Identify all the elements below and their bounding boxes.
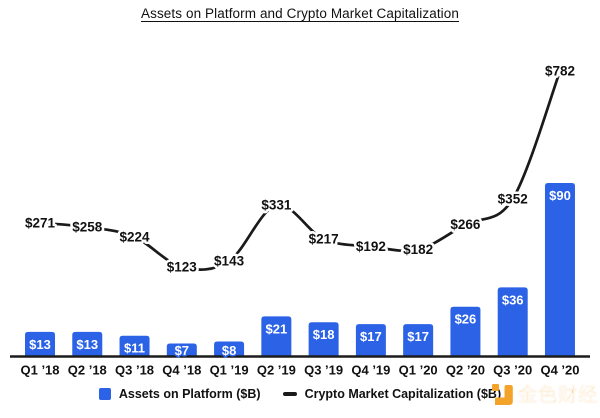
chart-title: Assets on Platform and Crypto Market Cap… bbox=[141, 6, 459, 21]
bar bbox=[25, 331, 55, 357]
x-axis-label: Q1 ’20 bbox=[399, 363, 438, 378]
x-axis-label: Q3 ’18 bbox=[115, 363, 154, 378]
bar bbox=[261, 316, 292, 357]
bar-value-label: $13 bbox=[76, 337, 98, 352]
x-axis-label: Q3 ’19 bbox=[304, 363, 343, 378]
line-value-label: $182 bbox=[403, 242, 433, 257]
bar-value-label: $17 bbox=[360, 329, 382, 344]
x-axis-label: Q2 ’20 bbox=[446, 363, 485, 378]
line-value-label: $782 bbox=[545, 64, 575, 79]
legend-bar-swatch bbox=[98, 388, 111, 400]
x-axis-label: Q1 ’18 bbox=[20, 363, 59, 378]
x-axis-label: Q2 ’19 bbox=[257, 363, 296, 378]
bar bbox=[355, 324, 386, 357]
watermark: 金色财经 bbox=[491, 380, 598, 407]
line-value-label: $271 bbox=[25, 216, 56, 231]
line-value-label: $266 bbox=[450, 217, 481, 232]
bar-value-label: $17 bbox=[407, 329, 429, 344]
line-value-label: $224 bbox=[120, 230, 151, 245]
bar-value-label: $7 bbox=[175, 343, 189, 358]
line-value-label: $352 bbox=[498, 191, 528, 206]
line-value-label: $143 bbox=[214, 254, 245, 269]
legend-line-label: Crypto Market Capitalization ($B) bbox=[304, 387, 502, 401]
line-value-label: $331 bbox=[261, 198, 292, 213]
x-axis-label: Q4 ’19 bbox=[351, 363, 390, 378]
x-axis-label: Q1 ’19 bbox=[210, 363, 249, 378]
bar-value-label: $90 bbox=[549, 188, 571, 203]
x-axis-label: Q4 ’20 bbox=[540, 363, 579, 378]
bar-value-label: $36 bbox=[502, 292, 524, 307]
bar bbox=[450, 306, 481, 357]
line-value-label: $258 bbox=[72, 219, 103, 234]
bar bbox=[403, 324, 434, 357]
line-value-label: $123 bbox=[167, 260, 198, 275]
bar bbox=[166, 343, 197, 357]
line-value-label: $217 bbox=[309, 232, 339, 247]
bar bbox=[497, 287, 528, 357]
x-axis-label: Q2 ’18 bbox=[68, 363, 107, 378]
bar bbox=[72, 331, 103, 357]
bar-value-label: $21 bbox=[265, 321, 287, 336]
bar bbox=[214, 341, 245, 357]
bar-value-label: $11 bbox=[124, 341, 145, 356]
legend-line-swatch bbox=[282, 392, 297, 396]
line-value-label: $192 bbox=[356, 239, 386, 254]
bar-value-label: $8 bbox=[222, 343, 236, 358]
jinse-logo-icon bbox=[491, 384, 513, 405]
x-axis-label: Q3 ’20 bbox=[493, 363, 532, 378]
bar-value-label: $26 bbox=[455, 312, 477, 327]
bar bbox=[308, 322, 339, 357]
bar-value-label: $13 bbox=[29, 337, 51, 352]
legend: Assets on Platform ($B) Crypto Market Ca… bbox=[0, 385, 600, 403]
bar bbox=[544, 183, 575, 357]
x-axis-label: Q4 ’18 bbox=[162, 363, 201, 378]
line-series-path bbox=[38, 69, 562, 271]
legend-bar-label: Assets on Platform ($B) bbox=[118, 387, 261, 401]
bar bbox=[119, 335, 150, 357]
watermark-text: 金色财经 bbox=[517, 385, 598, 407]
bar-value-label: $18 bbox=[313, 327, 335, 342]
